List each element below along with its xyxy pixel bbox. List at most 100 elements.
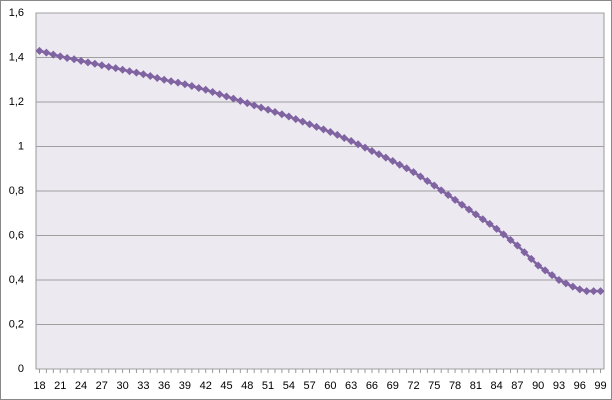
- marker: [70, 55, 79, 64]
- marker: [409, 168, 418, 177]
- marker: [548, 271, 557, 280]
- marker: [174, 78, 182, 87]
- marker: [471, 210, 480, 219]
- marker: [430, 181, 439, 190]
- x-tick-label: 87: [511, 380, 523, 392]
- marker: [264, 105, 273, 114]
- y-tick-label: 0,2: [9, 318, 24, 330]
- x-tick-label: 30: [116, 380, 128, 392]
- x-tick-label: 27: [96, 380, 108, 392]
- marker: [347, 136, 356, 145]
- marker: [104, 62, 113, 71]
- marker: [506, 235, 515, 244]
- marker: [243, 99, 252, 108]
- x-tick-label: 99: [594, 380, 606, 392]
- marker: [444, 191, 453, 200]
- marker: [388, 156, 397, 165]
- y-tick-label: 0,8: [9, 185, 24, 197]
- marker: [464, 205, 473, 214]
- marker: [312, 122, 321, 131]
- marker: [381, 153, 390, 162]
- marker: [167, 77, 176, 86]
- marker: [596, 287, 605, 296]
- x-tick-label: 90: [532, 380, 544, 392]
- x-tick-label: 18: [33, 380, 45, 392]
- marker: [118, 65, 127, 74]
- marker: [222, 92, 231, 101]
- x-tick-label: 63: [345, 380, 357, 392]
- marker: [458, 200, 466, 209]
- marker: [277, 110, 286, 119]
- marker: [284, 112, 293, 121]
- marker: [63, 53, 72, 62]
- marker: [499, 230, 508, 239]
- marker: [111, 64, 120, 73]
- x-tick-label: 78: [449, 380, 461, 392]
- x-tick-label: 96: [574, 380, 586, 392]
- marker: [416, 172, 425, 181]
- marker: [208, 87, 217, 96]
- marker: [554, 276, 563, 284]
- marker: [492, 224, 501, 233]
- marker: [291, 115, 300, 124]
- marker: [132, 68, 141, 77]
- y-tick-label: 0,4: [9, 274, 24, 286]
- marker: [215, 90, 224, 99]
- x-tick-label: 21: [54, 380, 66, 392]
- marker: [478, 215, 487, 224]
- marker: [361, 143, 370, 152]
- marker: [298, 117, 307, 126]
- y-tick-label: 1: [18, 140, 24, 152]
- marker: [437, 186, 446, 195]
- y-tick-label: 1,6: [9, 7, 24, 19]
- marker: [236, 96, 245, 105]
- x-tick-label: 84: [491, 380, 503, 392]
- marker: [56, 52, 65, 61]
- marker: [451, 195, 460, 204]
- marker: [77, 56, 86, 65]
- marker: [582, 287, 591, 296]
- x-tick-label: 39: [179, 380, 191, 392]
- marker: [83, 58, 92, 67]
- marker: [250, 101, 259, 110]
- x-tick-label: 93: [553, 380, 565, 392]
- x-tick-label: 45: [220, 380, 232, 392]
- marker: [340, 134, 349, 143]
- marker: [395, 160, 404, 169]
- marker: [527, 254, 536, 263]
- marker: [194, 83, 203, 92]
- x-tick-label: 57: [303, 380, 315, 392]
- marker: [561, 279, 570, 288]
- marker: [326, 128, 335, 137]
- marker: [257, 103, 266, 112]
- x-tick-label: 60: [324, 380, 336, 392]
- marker: [354, 140, 363, 149]
- marker: [153, 73, 162, 82]
- marker: [402, 164, 411, 173]
- x-tick-label: 75: [428, 380, 440, 392]
- y-tick-label: 1,4: [9, 51, 24, 63]
- marker: [229, 94, 238, 103]
- x-tick-label: 54: [283, 380, 295, 392]
- marker: [333, 130, 342, 139]
- x-tick-label: 24: [75, 380, 87, 392]
- x-tick-label: 81: [470, 380, 482, 392]
- marker: [534, 261, 543, 270]
- x-tick-label: 33: [137, 380, 149, 392]
- marker: [589, 287, 598, 296]
- marker: [187, 81, 196, 90]
- series-line: [39, 49, 601, 293]
- marker: [305, 120, 314, 129]
- marker: [49, 50, 58, 59]
- marker: [541, 266, 550, 275]
- marker: [90, 59, 99, 68]
- marker: [125, 67, 134, 76]
- y-tick-label: 1,2: [9, 96, 24, 108]
- marker: [513, 241, 522, 250]
- marker: [520, 248, 529, 257]
- x-tick-label: 51: [262, 380, 274, 392]
- x-tick-label: 72: [407, 380, 419, 392]
- x-tick-label: 69: [387, 380, 399, 392]
- marker: [367, 146, 376, 155]
